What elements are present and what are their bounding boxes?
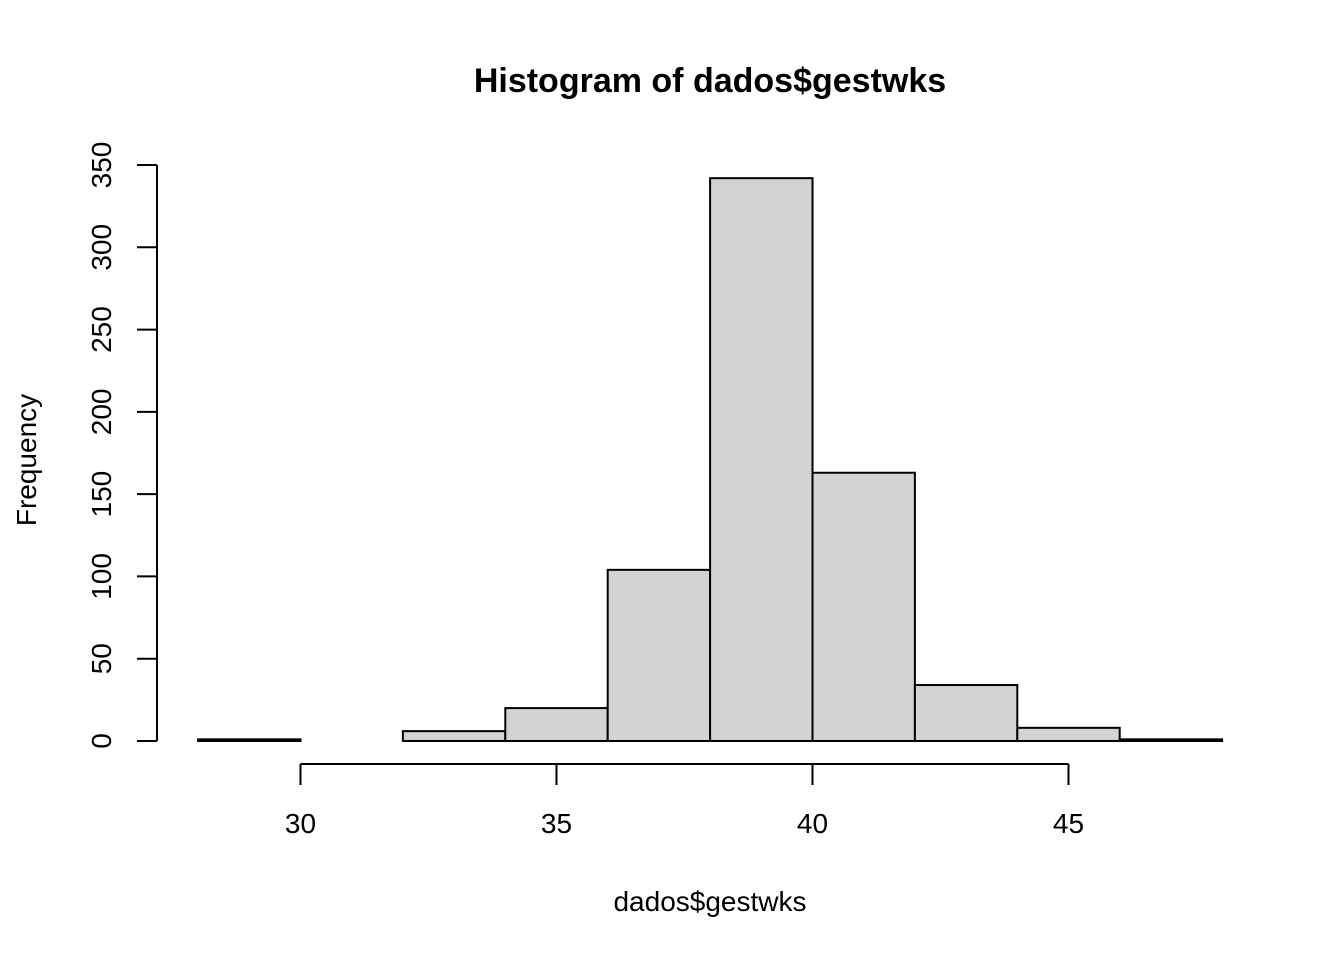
histogram-bar-9 [1016, 726, 1121, 743]
y-tick-label-300: 300 [86, 224, 117, 271]
histogram-bar-4 [504, 707, 609, 742]
histogram-bar-6 [709, 177, 814, 742]
y-tick-label-350: 350 [86, 142, 117, 189]
x-axis-label: dados$gestwks [613, 886, 806, 917]
x-tick-label-35: 35 [541, 808, 572, 839]
histogram-bar-10 [1118, 738, 1224, 743]
y-tick-label-150: 150 [86, 471, 117, 518]
y-tick-label-0: 0 [86, 733, 117, 749]
y-tick-label-100: 100 [86, 553, 117, 600]
x-axis: 30 35 40 45 [285, 763, 1084, 839]
bars-group [197, 177, 1224, 743]
x-tick-label-45: 45 [1053, 808, 1084, 839]
y-axis: 0 50 100 150 200 250 300 350 [86, 142, 158, 749]
y-tick-label-200: 200 [86, 388, 117, 435]
x-tick-label-30: 30 [285, 808, 316, 839]
histogram-bar-7 [811, 471, 916, 742]
histogram-bar-1 [197, 738, 302, 743]
y-axis-label: Frequency [11, 394, 42, 526]
histogram-bar-3 [401, 730, 507, 743]
y-tick-label-50: 50 [86, 643, 117, 674]
histogram-bar-5 [606, 568, 712, 742]
histogram-bar-8 [913, 684, 1019, 742]
x-tick-label-40: 40 [797, 808, 828, 839]
chart-title: Histogram of dados$gestwks [474, 62, 946, 100]
y-tick-label-250: 250 [86, 306, 117, 353]
